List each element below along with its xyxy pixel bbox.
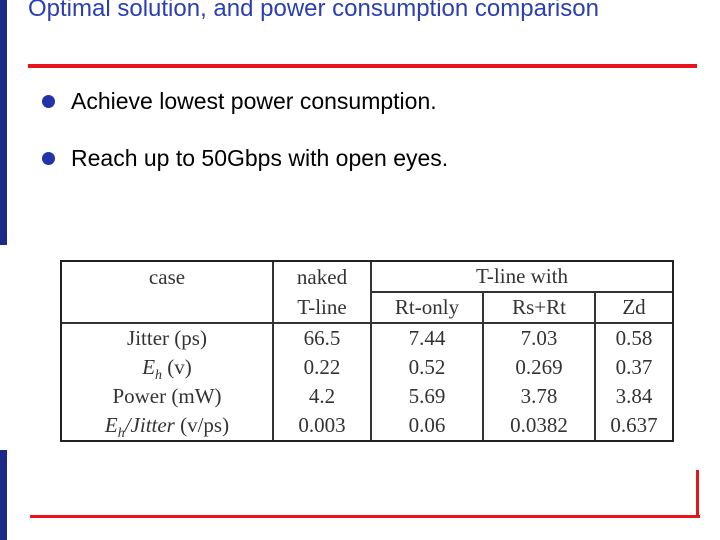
table-frame: case naked T-line with T-line Rt-only Rs… [60, 260, 674, 442]
label-part: h [155, 368, 163, 384]
bullet-text: Reach up to 50Gbps with open eyes. [71, 145, 449, 171]
value-cell: 66.5 [272, 323, 371, 353]
comparison-table: case naked T-line with T-line Rt-only Rs… [62, 262, 672, 442]
label-part: (mW) [166, 384, 222, 408]
bullet: Reach up to 50Gbps with open eyes. [42, 145, 448, 172]
label-part: E [142, 355, 156, 379]
bullet-dot [42, 95, 55, 108]
value-cell: 7.44 [370, 323, 483, 353]
side-stripe [0, 0, 7, 245]
header-cell: T-line [272, 292, 371, 324]
value-cell: 0.22 [272, 353, 371, 382]
slide-title: Optimal solution, and power consumption … [28, 0, 599, 22]
value-cell: 5.69 [370, 382, 483, 411]
data-row: Eh/Jitter (v/ps) 0.003 0.06 0.0382 0.637 [62, 411, 672, 442]
data-row: Jitter (ps) 66.5 7.44 7.03 0.58 [62, 323, 672, 353]
header-row: case naked T-line with [62, 262, 672, 293]
label-part: (v/ps) [174, 413, 230, 437]
bullet: Achieve lowest power consumption. [42, 88, 437, 115]
header-cell: case [148, 264, 186, 289]
header-cell: Zd [594, 292, 672, 324]
side-stripe [0, 450, 7, 540]
value-cell: 0.003 [272, 411, 371, 440]
value-cell: 4.2 [272, 382, 371, 411]
value-cell: 0.269 [482, 353, 595, 382]
label-part: Jitter [127, 326, 170, 350]
header-row: T-line Rt-only Rs+Rt Zd [62, 292, 672, 324]
header-cell: naked [272, 262, 371, 292]
row-label: Eh (v) [62, 353, 273, 384]
value-cell: 3.84 [594, 382, 672, 411]
value-cell: 0.58 [594, 323, 672, 353]
header-cell: T-line with [370, 262, 672, 293]
label-part: h [117, 426, 125, 442]
label-part: /Jitter [124, 413, 175, 437]
value-cell: 7.03 [482, 323, 595, 353]
label-part: E [104, 413, 118, 437]
bullet-text: Achieve lowest power consumption. [71, 88, 437, 114]
header-cell [62, 292, 273, 324]
data-row: Power (mW) 4.2 5.69 3.78 3.84 [62, 382, 672, 411]
data-row: Eh (v) 0.22 0.52 0.269 0.37 [62, 353, 672, 384]
header-cell: Rs+Rt [482, 292, 595, 324]
value-cell: 0.06 [370, 411, 483, 440]
value-cell: 0.0382 [482, 411, 595, 440]
bullet-dot [42, 152, 55, 165]
footer-rule [30, 515, 700, 518]
value-cell: 0.637 [594, 411, 672, 440]
row-label: Jitter (ps) [62, 323, 273, 353]
label-part: (ps) [169, 326, 207, 350]
footer-rule [696, 470, 699, 518]
header-cell: Rt-only [370, 292, 483, 324]
row-label: Eh/Jitter (v/ps) [62, 411, 273, 442]
title-rule [28, 64, 697, 68]
value-cell: 3.78 [482, 382, 595, 411]
label-part: Power [112, 384, 167, 408]
value-cell: 0.37 [594, 353, 672, 382]
value-cell: 0.52 [370, 353, 483, 382]
row-label: Power (mW) [62, 382, 273, 411]
label-part: (v) [162, 355, 192, 379]
